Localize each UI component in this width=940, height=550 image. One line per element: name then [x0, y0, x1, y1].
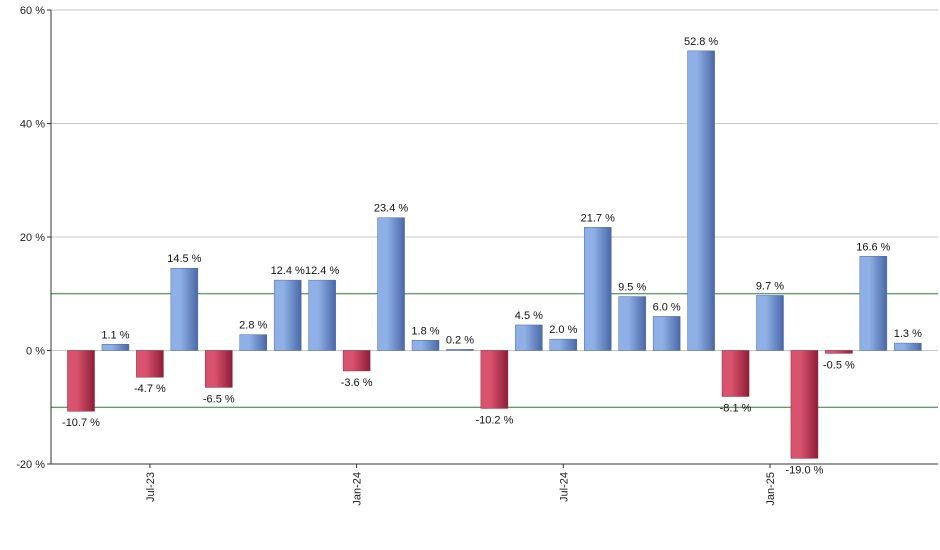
data-label: 12.4 % [271, 265, 305, 277]
bar [549, 338, 578, 351]
bar [790, 350, 819, 459]
bar [652, 316, 681, 351]
bar [101, 344, 130, 351]
data-label: 52.8 % [684, 36, 718, 48]
data-label: 2.0 % [549, 324, 577, 336]
bar [584, 227, 612, 351]
bar [308, 279, 336, 351]
data-label: 1.8 % [411, 325, 439, 337]
data-label: -3.6 % [341, 377, 373, 389]
data-label: 1.1 % [101, 329, 129, 341]
bar [618, 296, 646, 351]
bar [273, 279, 302, 351]
y-tick-label: 60 % [20, 5, 45, 17]
data-label: -0.5 % [823, 359, 855, 371]
data-labels: -10.7 % 1.1 % -4.7 % 14.5 % -6.5 % 2.8 % 12.4 … [62, 36, 922, 476]
bar [894, 342, 922, 351]
bar [859, 256, 888, 351]
data-label: -4.7 % [134, 383, 166, 395]
data-label: -10.7 % [62, 417, 100, 429]
bar [515, 324, 543, 351]
data-label: 12.4 % [305, 265, 339, 277]
data-label: 6.0 % [653, 301, 681, 313]
x-tick-label: Jan-25 [765, 472, 777, 506]
data-label: 23.4 % [374, 203, 408, 215]
bar [480, 350, 509, 409]
data-label: -10.2 % [475, 414, 513, 426]
data-label: 9.7 % [756, 280, 784, 292]
data-label: 2.8 % [239, 320, 267, 332]
bar [342, 350, 371, 372]
x-tick-label: Jul-23 [145, 472, 157, 502]
data-label: 14.5 % [167, 253, 201, 265]
y-tick-label: 20 % [20, 232, 45, 244]
bar [239, 334, 267, 351]
data-label: 0.2 % [446, 334, 474, 346]
bar [411, 340, 440, 351]
data-label: 21.7 % [581, 212, 615, 224]
bar [825, 350, 853, 354]
data-label: 16.6 % [856, 241, 890, 253]
data-label: 1.3 % [894, 328, 922, 340]
x-tick-label: Jan-24 [352, 472, 364, 506]
bar [170, 267, 199, 351]
y-tick-label: 40 % [20, 119, 45, 131]
bar [721, 350, 750, 397]
bar [67, 350, 95, 412]
y-tick-label: 0 % [26, 346, 45, 358]
data-label: -6.5 % [203, 393, 235, 405]
bar [687, 50, 715, 351]
data-label: -19.0 % [785, 464, 823, 476]
x-tick-label: Jul-24 [558, 472, 570, 502]
data-label: 4.5 % [515, 310, 543, 322]
data-label: 9.5 % [618, 282, 646, 294]
bar [377, 217, 405, 351]
bar [136, 350, 164, 378]
bar [205, 350, 233, 388]
data-label: -8.1 % [720, 402, 752, 414]
bar [446, 349, 474, 351]
bar [756, 295, 784, 351]
y-tick-label: -20 % [16, 459, 45, 471]
axes: -20 % 0 % 20 % 40 % 60 % Jul-23 Jan-24 Jul-24 Ja… [16, 5, 938, 506]
bars [67, 50, 922, 459]
